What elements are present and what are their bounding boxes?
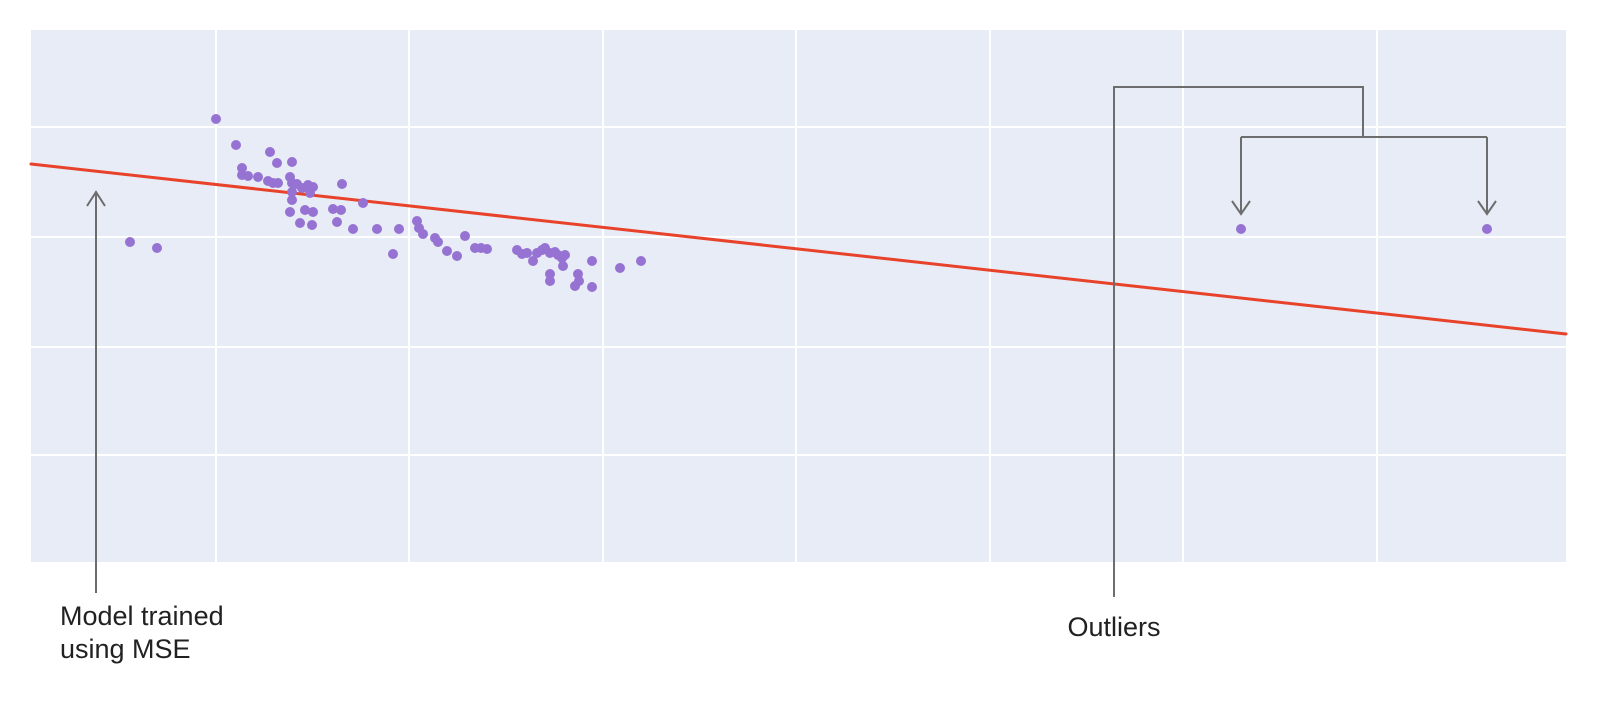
scatter-point [243, 171, 253, 181]
scatter-point [253, 172, 263, 182]
scatter-point [287, 157, 297, 167]
scatter-point [308, 207, 318, 217]
scatter-point [305, 188, 315, 198]
scatter-point [272, 158, 282, 168]
scatter-point [636, 256, 646, 266]
scatter-point [358, 198, 368, 208]
scatter-point [522, 248, 532, 258]
scatter-point [287, 195, 297, 205]
mse-arrow [86, 190, 106, 593]
outliers-annotation-label: Outliers [1067, 612, 1161, 642]
scatter-point [442, 246, 452, 256]
scatter-point [1236, 224, 1246, 234]
scatter-point [615, 263, 625, 273]
scatter-point [300, 205, 310, 215]
scatter-point [482, 244, 492, 254]
scatter-point [418, 229, 428, 239]
scatter-point [372, 224, 382, 234]
scatter-point [152, 243, 162, 253]
scatter-point [348, 224, 358, 234]
scatter-point [231, 140, 241, 150]
scatter-point [545, 276, 555, 286]
scatter-point [273, 178, 283, 188]
scatter-point [307, 220, 317, 230]
scatter-point [460, 231, 470, 241]
scatter-point [295, 218, 305, 228]
scatter-point [1482, 224, 1492, 234]
scatter-point [336, 205, 346, 215]
plot-area [31, 30, 1566, 562]
scatter-series-data-points [125, 114, 646, 292]
scatter-point [452, 251, 462, 261]
scatter-point [332, 217, 342, 227]
scatter-point [574, 276, 584, 286]
down-arrowhead-icon [1477, 200, 1497, 216]
scatter-point [265, 147, 275, 157]
scatter-point [328, 204, 338, 214]
scatter-series-outliers [1236, 224, 1492, 234]
mse-annotation-label: Model trained using MSE [60, 601, 224, 664]
scatter-point [433, 237, 443, 247]
gridlines [31, 30, 1566, 562]
scatter-point [211, 114, 221, 124]
scatter-point [528, 256, 538, 266]
scatter-point [237, 163, 247, 173]
scatter-point [587, 282, 597, 292]
scatter-point [394, 224, 404, 234]
outliers-bracket [1113, 86, 1497, 597]
scatter-point [587, 256, 597, 266]
scatter-point [545, 269, 555, 279]
regression-line [29, 162, 1568, 336]
scatter-point [287, 187, 297, 197]
outliers-bracket-stem [1113, 86, 1364, 597]
scatter-point [285, 207, 295, 217]
scatter-point [558, 261, 568, 271]
scatter-point [560, 250, 570, 260]
scatter-point [125, 237, 135, 247]
down-arrowhead-icon [1231, 200, 1251, 216]
scatter-point [337, 179, 347, 189]
scatter-point [388, 249, 398, 259]
mse-arrowhead-icon [86, 190, 106, 207]
